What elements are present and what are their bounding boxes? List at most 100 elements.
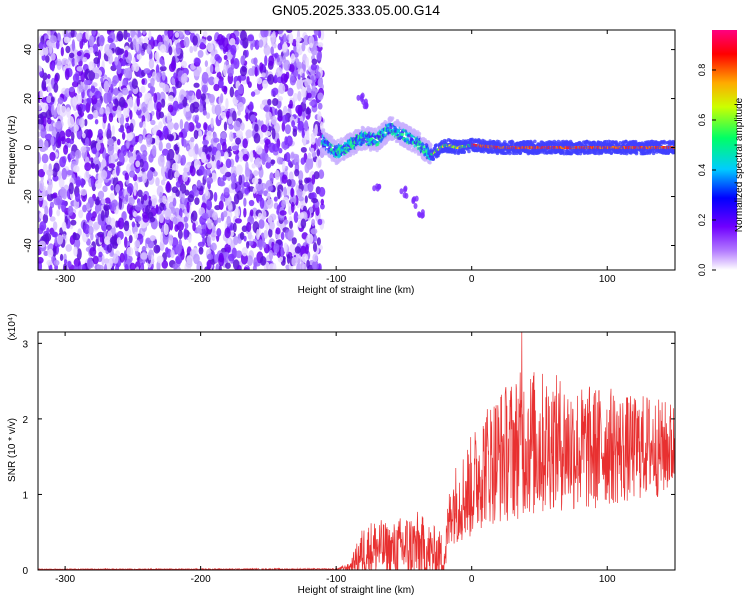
heatmap-cell: [236, 95, 243, 101]
heatmap-cell: [172, 263, 179, 270]
heatmap-cell: [75, 33, 81, 40]
heatmap-cell: [250, 114, 256, 122]
heatmap-cell: [206, 198, 212, 211]
heatmap-cell: [58, 176, 65, 189]
heatmap-cell: [277, 189, 281, 200]
heatmap-cell: [199, 42, 205, 49]
heatmap-cell: [193, 44, 198, 52]
heatmap-cell: [126, 246, 134, 257]
figure-title: GN05.2025.333.05.00.G14: [272, 2, 440, 18]
heatmap-cell: [263, 229, 268, 240]
heatmap-cell: [195, 88, 202, 100]
heatmap-cell: [251, 65, 255, 77]
heatmap-cell: [248, 101, 254, 113]
heatmap-cell: [410, 144, 414, 148]
heatmap-cell: [107, 37, 114, 44]
heatmap-cell: [154, 135, 160, 146]
heatmap-cell: [171, 162, 179, 171]
heatmap-cell: [272, 143, 280, 152]
heatmap-cell: [42, 163, 48, 173]
heatmap-cell: [42, 115, 47, 127]
heatmap-cell: [294, 169, 300, 177]
heatmap-cell: [162, 83, 170, 93]
heatmap-cell: [161, 195, 167, 205]
heatmap-cell: [274, 108, 278, 116]
heatmap-cell: [48, 206, 53, 218]
heatmap-cell: [284, 136, 288, 146]
heatmap-cell: [268, 249, 274, 261]
heatmap-cell: [207, 76, 216, 86]
heatmap-cell: [237, 265, 242, 270]
heatmap-cell: [235, 153, 239, 163]
heatmap-cell: [90, 85, 96, 93]
heatmap-cell: [497, 140, 501, 144]
heatmap-cell: [166, 133, 175, 141]
heatmap-cell: [246, 255, 254, 267]
heatmap-cell: [634, 151, 639, 156]
heatmap-cell: [76, 50, 82, 57]
heatmap-cell: [297, 120, 304, 131]
heatmap-cell: [136, 53, 142, 60]
heatmap-cell: [183, 216, 188, 223]
heatmap-cell: [205, 99, 210, 105]
heatmap-cell: [133, 102, 138, 113]
heatmap-cell: [38, 240, 46, 248]
heatmap-cell: [143, 68, 151, 74]
heatmap-cell: [146, 44, 152, 55]
heatmap-cell: [103, 263, 108, 270]
heatmap-cell: [134, 135, 140, 143]
heatmap-cell: [149, 235, 156, 242]
heatmap-cell: [234, 207, 240, 218]
heatmap-cell: [311, 174, 316, 185]
heatmap-cell: [106, 49, 113, 58]
heatmap-cell: [206, 42, 214, 53]
heatmap-cell: [111, 79, 117, 87]
heatmap-cell: [214, 104, 222, 116]
heatmap-cell: [45, 133, 53, 141]
heatmap-cell: [83, 223, 90, 235]
heatmap-cell: [167, 196, 174, 203]
heatmap-cell: [107, 138, 114, 147]
heatmap-cell: [183, 121, 190, 133]
heatmap-cell: [261, 72, 266, 78]
heatmap-cell: [294, 246, 301, 254]
heatmap-cell: [161, 260, 169, 269]
heatmap-cell: [118, 73, 122, 82]
heatmap-cell: [254, 39, 260, 50]
heatmap-cell: [193, 69, 201, 77]
top-x-tick-label: -200: [191, 274, 211, 285]
heatmap-cell: [134, 215, 142, 222]
heatmap-cell: [255, 145, 263, 155]
heatmap-cell: [74, 56, 78, 67]
heatmap-cell: [51, 61, 55, 72]
heatmap-cell: [201, 231, 206, 239]
heatmap-cell: [408, 126, 413, 130]
heatmap-cell: [55, 195, 63, 205]
heatmap-cell: [114, 98, 119, 109]
spectrogram-y-label: Frequency (Hz): [7, 116, 18, 185]
heatmap-cell: [49, 216, 56, 222]
heatmap-cell: [80, 71, 85, 83]
heatmap-cell: [64, 68, 70, 81]
heatmap-cell: [258, 218, 265, 229]
heatmap-cell: [67, 205, 74, 217]
heatmap-cell: [46, 259, 54, 266]
heatmap-cell: [55, 120, 63, 130]
heatmap-cell: [198, 246, 204, 255]
heatmap-cell: [533, 139, 537, 144]
heatmap-cell: [94, 90, 102, 99]
heatmap-cell: [94, 118, 99, 125]
heatmap-cell: [431, 157, 436, 162]
colorbar-label: Normalized spectral amplitude: [734, 97, 745, 232]
heatmap-cell: [44, 232, 52, 242]
heatmap-cell: [115, 46, 121, 56]
heatmap-cell: [206, 153, 211, 160]
heatmap-cell: [93, 156, 100, 165]
heatmap-cell: [290, 201, 295, 214]
heatmap-cell: [164, 208, 172, 221]
heatmap-cell: [153, 244, 161, 254]
heatmap-cell: [92, 67, 100, 73]
heatmap-cell: [213, 83, 220, 92]
heatmap-cell: [291, 256, 298, 267]
heatmap-cell: [210, 242, 217, 251]
